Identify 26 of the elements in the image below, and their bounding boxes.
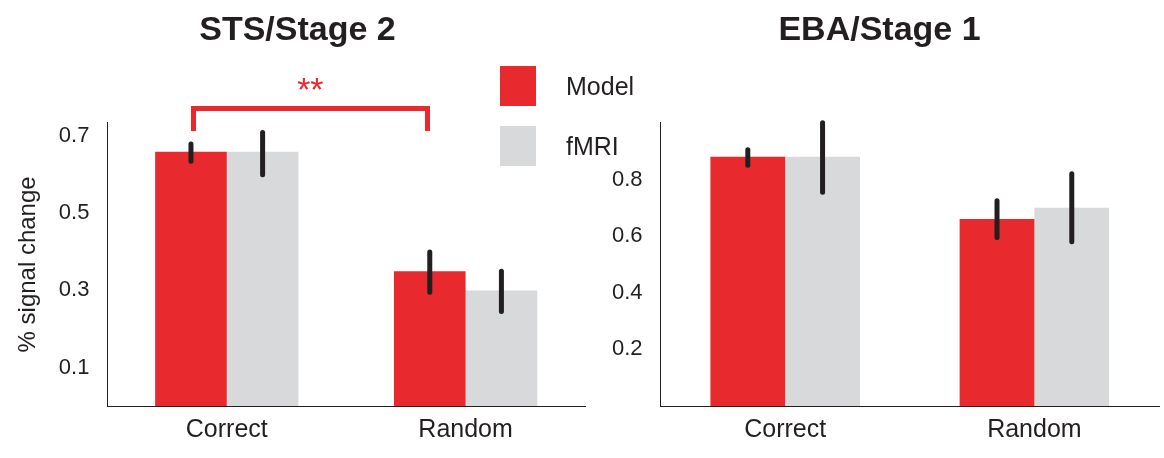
y-tick-label: 0.5 bbox=[58, 199, 90, 225]
legend-label: Model bbox=[566, 71, 635, 101]
x-tick-label: Correct bbox=[744, 413, 827, 442]
bar bbox=[155, 151, 227, 406]
y-axis-title: % signal change bbox=[13, 176, 41, 353]
y-tick-label: 0.2 bbox=[611, 335, 643, 361]
chart-title: STS/Stage 2 bbox=[199, 8, 396, 47]
bar bbox=[959, 219, 1035, 406]
y-tick-label: 0.7 bbox=[58, 122, 90, 148]
legend-label: fMRI bbox=[566, 131, 619, 161]
bar bbox=[710, 156, 786, 406]
bar bbox=[785, 156, 860, 406]
y-tick-label: 0.6 bbox=[611, 222, 643, 248]
bar bbox=[226, 151, 299, 406]
y-tick-label: 0.1 bbox=[58, 353, 90, 379]
x-tick-label: Random bbox=[418, 413, 513, 442]
y-tick-label: 0.4 bbox=[611, 278, 643, 304]
bar bbox=[393, 271, 466, 406]
bar bbox=[465, 290, 538, 406]
x-tick-label: Correct bbox=[185, 413, 268, 442]
y-tick-label: 0.3 bbox=[58, 276, 90, 302]
x-tick-label: Random bbox=[987, 413, 1082, 442]
y-tick-label: 0.8 bbox=[611, 165, 643, 191]
chart-title: EBA/Stage 1 bbox=[778, 8, 981, 47]
bar bbox=[1034, 207, 1110, 406]
text: ** bbox=[297, 70, 324, 109]
